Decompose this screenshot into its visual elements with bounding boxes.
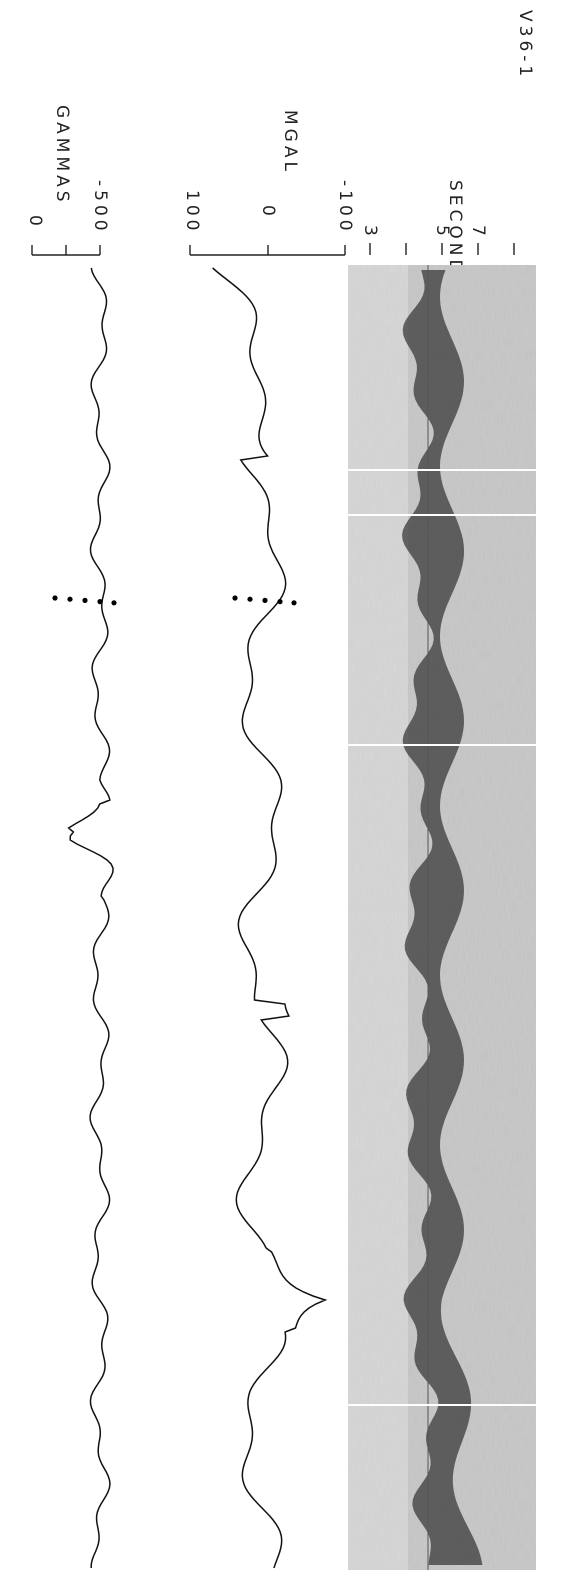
seismic-ticks [370,243,514,255]
tick-label: 7 [468,225,488,240]
gravity-axis [190,245,345,255]
gravity-curve [213,268,326,1568]
marker-dot [111,600,116,605]
tick-label: 0 [25,215,45,230]
tick-label: 0 [258,205,278,220]
magnetics-unit: GAMMAS [52,105,72,206]
profile-curves [69,268,326,1568]
gravity-unit: MGAL [280,110,300,175]
marker-dot [291,600,296,605]
marker-dot [52,595,57,600]
tick-label: -100 [335,180,355,235]
marker-dot [277,599,282,604]
marker-dot [67,597,72,602]
profile-label: V36-1 [515,10,535,80]
marker-dot [97,599,102,604]
tick-label: 3 [360,225,380,240]
tick-label: -500 [90,180,110,235]
marker-dot [232,595,237,600]
magnetics-axis [32,245,100,255]
magnetics-curve [69,268,113,1568]
marker-dot [247,597,252,602]
marker-dot [262,598,267,603]
marker-dots [52,595,296,605]
tick-label: 100 [182,190,202,234]
marker-dot [82,598,87,603]
tick-label: 5 [432,225,452,240]
figure: V36-1 GAMMAS MGAL SECONDS 0 -500 100 0 -… [0,0,566,1570]
